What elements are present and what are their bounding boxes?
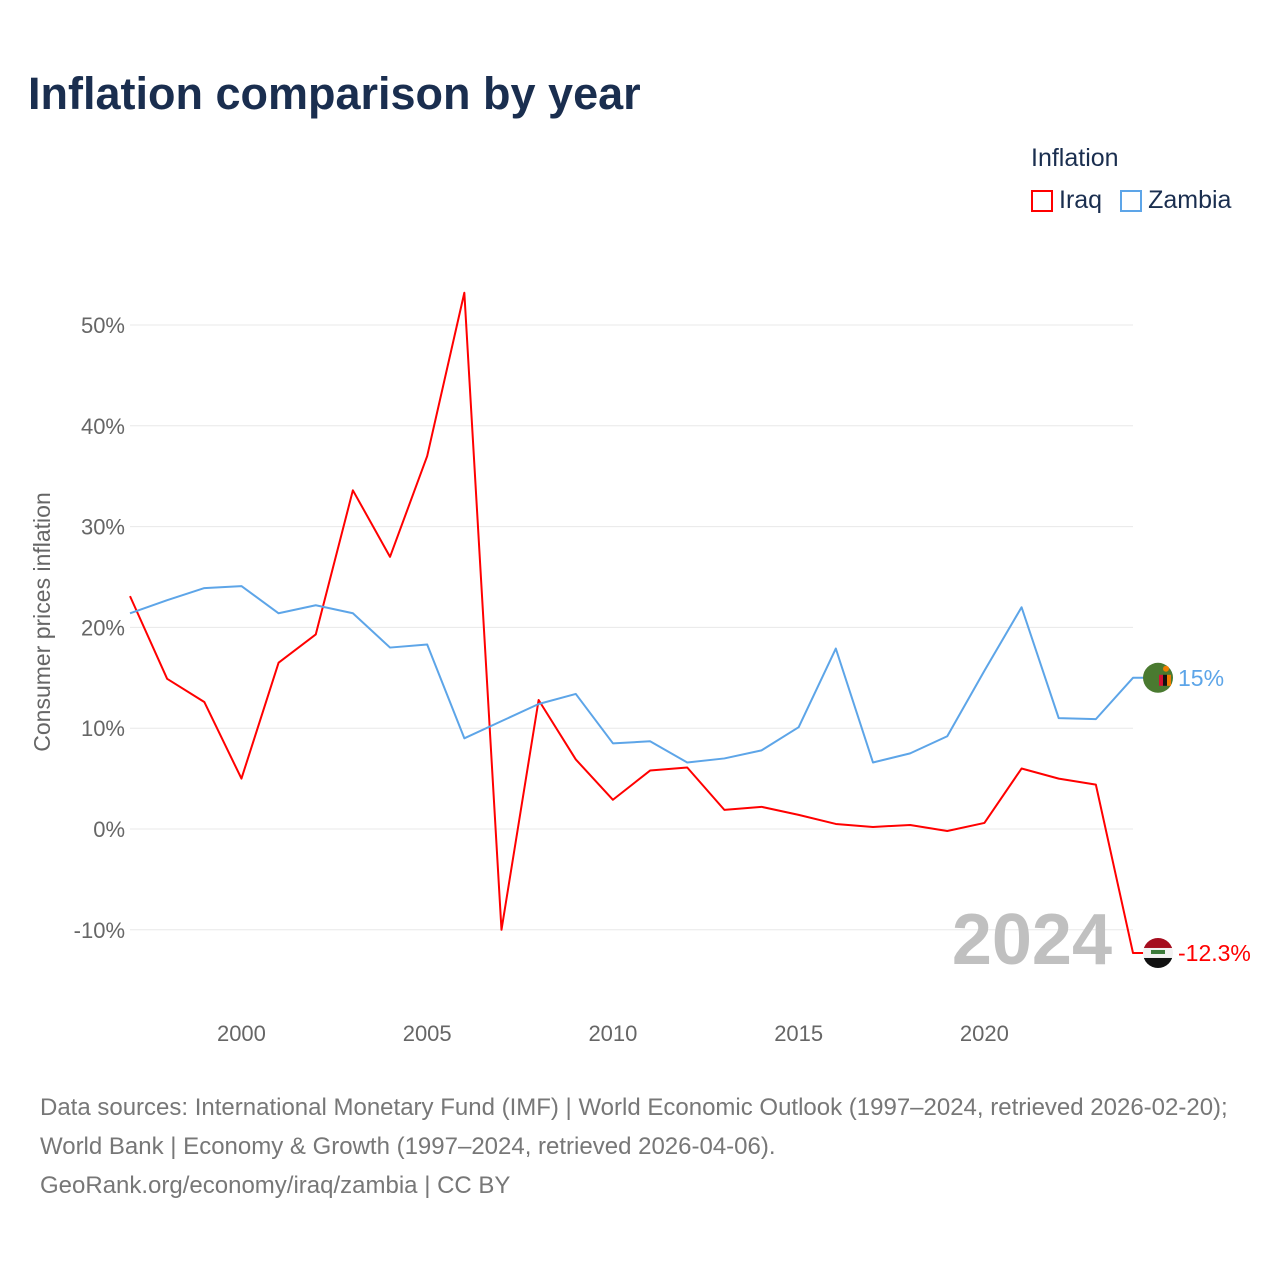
iraq-flag-icon (1143, 937, 1173, 968)
chart-title: Inflation comparison by year (28, 68, 641, 119)
x-tick-label: 2005 (403, 1021, 452, 1046)
flag-stripe (1143, 937, 1173, 948)
flag-emblem (1151, 949, 1165, 954)
y-tick-label: 40% (81, 414, 125, 439)
x-tick-label: 2015 (774, 1021, 823, 1046)
legend-label-iraq: Iraq (1059, 186, 1103, 214)
y-tick-label: 0% (93, 817, 125, 842)
flag-stripe (1167, 674, 1171, 686)
legend-swatch-iraq (1031, 189, 1053, 212)
series-line-iraq (129, 291, 1158, 954)
series-line-zambia (129, 585, 1158, 764)
end-label-iraq: -12.3% (1178, 940, 1251, 966)
y-tick-label: 10% (81, 716, 125, 741)
x-tick-label: 2010 (588, 1021, 637, 1046)
x-tick-label: 2000 (217, 1021, 266, 1046)
legend-item-zambia[interactable]: Zambia (1120, 186, 1231, 215)
line-chart: -10% 0% 10% 20% 30% 40% 50% 2000 2005 2010 2015 202… (29, 291, 1251, 1046)
legend-title: Inflation (1031, 144, 1119, 172)
legend: Iraq Zambia (1031, 186, 1231, 215)
legend-item-iraq[interactable]: Iraq (1031, 186, 1102, 215)
end-label-zambia: 15% (1178, 665, 1224, 691)
flag-eagle (1163, 665, 1169, 672)
legend-label-zambia: Zambia (1148, 186, 1232, 214)
year-watermark: 2024 (952, 900, 1112, 980)
y-tick-label: 50% (81, 313, 125, 338)
flag-stripe (1143, 957, 1173, 968)
flag-stripe (1159, 674, 1163, 686)
flag-stripe (1163, 674, 1167, 686)
credit-link[interactable]: GeoRank.org/economy/iraq/zambia | CC BY (40, 1172, 511, 1199)
y-tick-label: -10% (74, 918, 125, 943)
x-tick-label: 2020 (960, 1021, 1009, 1046)
y-axis-label: Consumer prices inflation (29, 492, 55, 752)
footer: Data sources: International Monetary Fun… (40, 1088, 1250, 1205)
data-sources: Data sources: International Monetary Fun… (40, 1094, 1228, 1160)
y-tick-label: 30% (81, 515, 125, 540)
legend-swatch-zambia (1120, 189, 1143, 212)
zambia-flag-icon (1143, 662, 1173, 693)
y-tick-label: 20% (81, 615, 125, 640)
